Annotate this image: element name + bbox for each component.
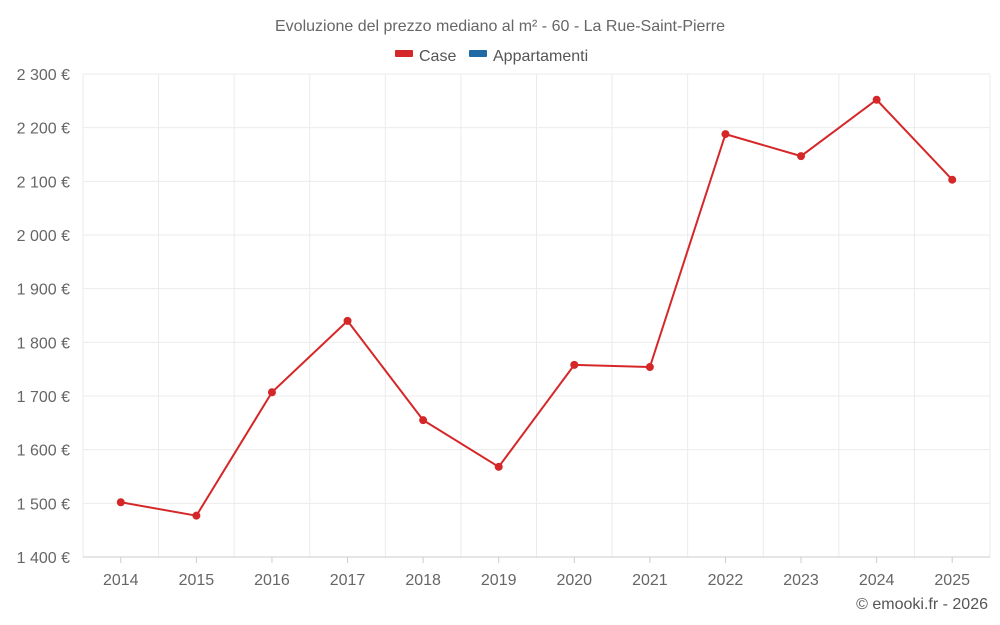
data-point-case-2017[interactable] xyxy=(343,316,352,325)
data-point-case-2020[interactable] xyxy=(570,360,579,369)
y-axis-ticks: 1 400 € 1 500 € 1 600 € 1 700 € 1 800 € 1 900… xyxy=(17,67,70,567)
chart-title: Evoluzione del prezzo mediano al m² - 60… xyxy=(275,18,725,35)
data-point-case-2018[interactable] xyxy=(419,416,428,425)
data-point-case-2024[interactable] xyxy=(872,95,881,104)
data-point-case-2019[interactable] xyxy=(494,462,503,471)
x-tick-label: 2025 xyxy=(934,572,970,589)
y-tick-label: 1 900 € xyxy=(17,282,70,299)
y-tick-label: 1 500 € xyxy=(17,496,70,513)
x-tick-label: 2014 xyxy=(103,572,139,589)
data-point-case-2016[interactable] xyxy=(267,388,276,397)
legend-label-case: Case xyxy=(419,48,456,65)
x-tick-label: 2015 xyxy=(179,572,215,589)
series-case xyxy=(116,95,957,520)
data-point-case-2022[interactable] xyxy=(721,130,730,139)
legend-label-appartamenti: Appartamenti xyxy=(493,48,588,65)
x-tick-label: 2017 xyxy=(330,572,366,589)
x-axis-ticks: 2014 2015 2016 2017 2018 2019 2020 2021 2022 2023… xyxy=(103,557,970,589)
data-point-case-2023[interactable] xyxy=(797,152,806,161)
y-tick-label: 2 100 € xyxy=(17,174,70,191)
x-tick-label: 2016 xyxy=(254,572,290,589)
legend-item-case[interactable]: Case xyxy=(395,48,456,65)
x-tick-label: 2018 xyxy=(405,572,441,589)
data-point-case-2025[interactable] xyxy=(948,175,957,184)
legend-swatch-appartamenti xyxy=(469,50,487,57)
data-point-case-2021[interactable] xyxy=(645,363,654,372)
y-tick-label: 1 700 € xyxy=(17,389,70,406)
y-tick-label: 2 300 € xyxy=(17,67,70,84)
data-point-case-2014[interactable] xyxy=(116,498,125,507)
x-tick-label: 2020 xyxy=(556,572,592,589)
y-tick-label: 1 400 € xyxy=(17,550,70,567)
x-tick-label: 2024 xyxy=(859,572,895,589)
legend-item-appartamenti[interactable]: Appartamenti xyxy=(469,48,588,65)
x-tick-label: 2021 xyxy=(632,572,668,589)
x-tick-label: 2019 xyxy=(481,572,517,589)
legend-swatch-case xyxy=(395,50,413,57)
credit-text: © emooki.fr - 2026 xyxy=(856,596,988,613)
series-line-case xyxy=(120,98,953,517)
data-point-case-2015[interactable] xyxy=(192,511,201,520)
y-tick-label: 1 800 € xyxy=(17,335,70,352)
y-tick-label: 1 600 € xyxy=(17,443,70,460)
y-tick-label: 2 000 € xyxy=(17,228,70,245)
legend: Case Appartamenti xyxy=(395,48,588,65)
x-tick-label: 2022 xyxy=(708,572,744,589)
x-gridlines xyxy=(82,74,991,557)
x-tick-label: 2023 xyxy=(783,572,819,589)
y-tick-label: 2 200 € xyxy=(17,121,70,138)
